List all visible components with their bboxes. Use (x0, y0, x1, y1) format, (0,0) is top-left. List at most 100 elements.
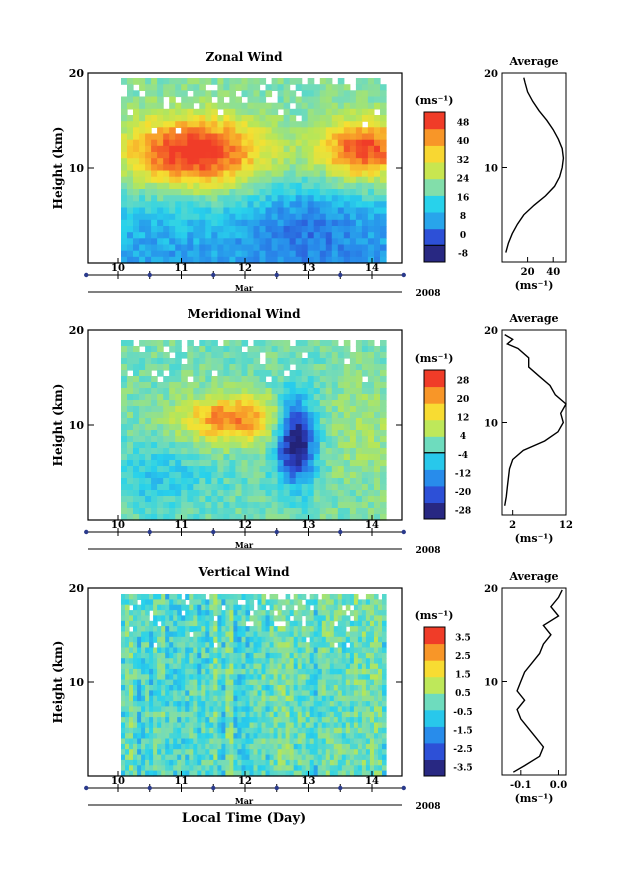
month-label: Mar (235, 540, 254, 550)
y-tick-label: 10 (69, 676, 85, 689)
colorbar-tick-label: 12 (457, 414, 470, 424)
colorbar-segment (424, 452, 445, 470)
colorbar-tick-label: -2.5 (453, 745, 472, 755)
colorbar-segment (424, 128, 445, 146)
x-axis-label: Local Time (Day) (182, 811, 306, 826)
colorbar-segment (424, 245, 445, 263)
average-frame (501, 587, 567, 776)
colorbar-segment (424, 709, 445, 727)
average-x-label: (ms⁻¹) (515, 279, 554, 292)
colorbar-segment (424, 627, 445, 645)
average-x-tick-label: 20 (521, 267, 535, 278)
x-tick-label: 10 (111, 263, 125, 274)
colorbar-segment (424, 726, 445, 744)
average-profile-line (512, 589, 563, 773)
colorbar-segment (424, 370, 445, 388)
y-tick-label: 10 (69, 162, 85, 175)
colorbar-tick-label: 3.5 (455, 633, 471, 643)
y-tick-label: 20 (69, 582, 85, 595)
time-marker (401, 785, 406, 791)
colorbar-tick-label: 16 (457, 193, 470, 203)
colorbar-segment (424, 112, 445, 130)
average-x-tick-label: 12 (559, 520, 573, 531)
year-label: 2008 (415, 546, 440, 556)
average-y-tick-label: 10 (484, 419, 498, 430)
colorbar-tick-label: 24 (457, 175, 470, 185)
colorbar-tick-label: -8 (458, 250, 468, 260)
colorbar-tick-label: -28 (455, 507, 471, 517)
panel-vertical-wind: Vertical Wind 10 20 Height (km) 10 11 12 13 14 Ma… (51, 565, 567, 812)
time-marker (274, 272, 279, 278)
colorbar-segment (424, 759, 445, 777)
heatmap (121, 78, 387, 264)
heatmap (121, 594, 387, 777)
colorbar-segment (424, 195, 445, 213)
x-tick-label: 14 (365, 263, 379, 274)
average-title: Average (508, 570, 558, 583)
average-x-tick-label: 0.0 (550, 780, 567, 791)
heatmap (121, 340, 387, 521)
y-tick-label: 10 (69, 419, 85, 432)
time-marker (338, 272, 343, 278)
colorbar-tick-label: 32 (457, 156, 470, 166)
colorbar-segment (424, 485, 445, 503)
colorbar-tick-label: 28 (457, 376, 470, 386)
panel-title: Meridional Wind (188, 307, 302, 321)
panel-title: Vertical Wind (197, 565, 290, 579)
colorbar-segment (424, 693, 445, 711)
colorbar-segment (424, 228, 445, 246)
x-tick-label: 14 (365, 776, 379, 787)
colorbar-segment (424, 162, 445, 180)
colorbar-tick-label: -0.5 (453, 708, 472, 718)
y-axis-label: Height (km) (51, 127, 65, 210)
panel-meridional-wind: Meridional Wind 10 20 Height (km) 10 11 12 13 14… (51, 307, 573, 556)
colorbar-segment (424, 502, 445, 520)
x-tick-label: 12 (238, 776, 252, 787)
colorbar-segment (424, 742, 445, 760)
colorbar-frame (423, 626, 446, 777)
colorbar-unit: (ms⁻¹) (415, 609, 454, 622)
colorbar-segment (424, 403, 445, 421)
time-marker (211, 272, 216, 278)
colorbar-tick-label: -12 (455, 469, 471, 479)
year-label: 2008 (415, 289, 440, 299)
colorbar-tick-label: 2.5 (455, 652, 471, 662)
x-tick-label: 13 (302, 520, 316, 531)
colorbar-tick-label: 8 (460, 212, 466, 222)
colorbar-frame (423, 111, 446, 263)
average-frame (501, 329, 567, 516)
average-x-tick-label: -0.1 (510, 780, 532, 791)
time-marker (84, 529, 89, 535)
x-tick-label: 10 (111, 520, 125, 531)
time-marker (84, 272, 89, 278)
y-tick-label: 20 (69, 324, 85, 337)
colorbar-segment (424, 419, 445, 437)
colorbar-segment (424, 660, 445, 678)
colorbar-tick-label: -3.5 (453, 764, 472, 774)
colorbar-segment (424, 386, 445, 404)
time-marker (84, 785, 89, 791)
colorbar-tick-label: 20 (457, 395, 470, 405)
average-x-label: (ms⁻¹) (515, 532, 554, 545)
y-tick-label: 20 (69, 67, 85, 80)
colorbar-segment (424, 145, 445, 163)
y-axis-label: Height (km) (51, 641, 65, 724)
x-tick-label: 13 (302, 776, 316, 787)
x-tick-label: 11 (175, 263, 189, 274)
time-marker (147, 785, 152, 791)
time-marker (401, 529, 406, 535)
colorbar-segment (424, 469, 445, 487)
average-x-tick-label: 40 (546, 267, 560, 278)
month-label: Mar (235, 796, 254, 806)
average-x-tick-label: 2 (509, 520, 516, 531)
x-tick-label: 12 (238, 263, 252, 274)
average-x-label: (ms⁻¹) (515, 792, 554, 805)
x-tick-label: 11 (175, 520, 189, 531)
average-profile-line (504, 333, 567, 506)
x-tick-label: 12 (238, 520, 252, 531)
time-marker (147, 529, 152, 535)
average-title: Average (508, 55, 558, 68)
average-y-tick-label: 20 (484, 584, 498, 595)
time-marker (211, 785, 216, 791)
